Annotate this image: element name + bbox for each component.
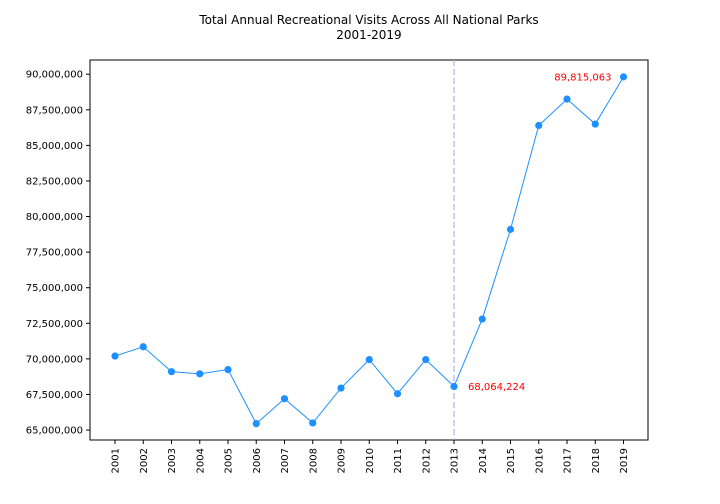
- data-point-2014: [478, 315, 486, 323]
- data-point-2009: [337, 384, 345, 392]
- y-tick-label: 85,000,000: [26, 141, 83, 152]
- data-point-2013: [450, 382, 458, 391]
- data-point-2006: [252, 420, 260, 428]
- x-tick-label: 2016: [534, 448, 545, 473]
- y-tick-label: 82,500,000: [26, 176, 83, 187]
- data-point-2019: [619, 73, 628, 81]
- x-tick-label: 2007: [280, 448, 291, 473]
- x-tick-label: 2003: [167, 448, 178, 473]
- x-tick-label: 2011: [393, 448, 404, 473]
- y-tick-label: 65,000,000: [26, 426, 83, 437]
- x-tick-label: 2001: [111, 448, 122, 473]
- chart-subtitle: 2001-2019: [336, 28, 401, 42]
- plot-area: 65,000,000 67,500,000 70,000,000 72,500,000…: [26, 59, 649, 473]
- x-tick-label: 2018: [591, 448, 602, 473]
- y-tick-label: 77,500,000: [26, 248, 83, 259]
- data-point-2016: [535, 121, 543, 130]
- x-tick-label: 2013: [450, 448, 461, 473]
- x-tick-label: 2019: [619, 448, 630, 473]
- data-label-2013: 68,064,224: [468, 382, 525, 393]
- data-point-2004: [196, 370, 204, 378]
- x-tick-label: 2012: [421, 448, 432, 473]
- x-tick-label: 2002: [139, 448, 150, 473]
- x-tick-label: 2008: [308, 448, 319, 473]
- data-point-2002: [139, 343, 147, 351]
- chart-title: Total Annual Recreational Visits Across …: [198, 13, 538, 27]
- data-point-2012: [422, 355, 430, 364]
- y-tick-label: 67,500,000: [26, 390, 83, 401]
- x-tick-label: 2010: [365, 448, 376, 473]
- x-tick-label: 2009: [337, 448, 348, 473]
- y-tick-label: 70,000,000: [26, 354, 83, 365]
- data-point-2005: [224, 365, 232, 374]
- x-tick-label: 2004: [195, 448, 206, 473]
- x-tick-label: 2005: [224, 448, 235, 473]
- y-tick-label: 72,500,000: [26, 319, 83, 330]
- plot-frame: [89, 59, 649, 441]
- data-point-2003: [167, 368, 176, 376]
- data-point-2008: [309, 419, 317, 427]
- data-point-2001: [111, 352, 119, 360]
- y-tick-label: 90,000,000: [26, 70, 83, 81]
- y-tick-label: 87,500,000: [26, 105, 83, 116]
- data-point-2011: [393, 390, 402, 398]
- y-tick-label: 80,000,000: [26, 212, 83, 223]
- x-tick-label: 2014: [478, 448, 489, 473]
- y-tick-label: 75,000,000: [26, 283, 83, 294]
- data-label-2019: 89,815,063: [554, 72, 611, 83]
- x-tick-label: 2015: [506, 448, 517, 473]
- series-line: [114, 76, 624, 425]
- data-point-2015: [506, 225, 515, 233]
- x-tick-label: 2017: [563, 448, 574, 473]
- data-point-2007: [280, 395, 289, 403]
- data-point-2010: [365, 355, 373, 364]
- data-point-2017: [563, 95, 571, 103]
- x-tick-label: 2006: [252, 448, 263, 473]
- data-point-2018: [591, 120, 599, 128]
